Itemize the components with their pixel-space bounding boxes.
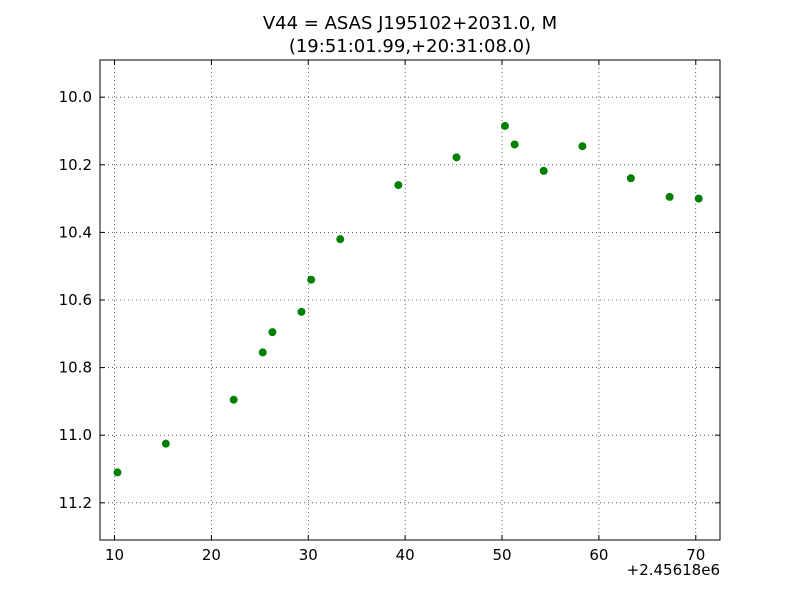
- data-point: [307, 275, 316, 284]
- x-tick-label: 30: [299, 546, 318, 564]
- chart-title-line-1: V44 = ASAS J195102+2031.0, M: [263, 13, 557, 34]
- axis-ticks: 10 20 30 40 50 60 70 10.0 10.2 10.4 10.6 10.8 11.0 11…: [59, 60, 720, 564]
- data-point: [268, 328, 277, 337]
- x-tick-label: 40: [396, 546, 415, 564]
- data-point: [452, 153, 461, 162]
- y-tick-label: 10.4: [59, 223, 92, 241]
- data-point: [394, 181, 403, 190]
- x-tick-label: 70: [686, 546, 705, 564]
- y-tick-label: 10.8: [59, 359, 92, 377]
- data-point: [258, 348, 267, 357]
- data-point: [297, 307, 306, 316]
- data-point: [336, 235, 345, 244]
- data-points: [113, 121, 703, 477]
- data-point: [161, 439, 170, 448]
- data-point: [665, 192, 674, 201]
- y-tick-label: 10.6: [59, 291, 92, 309]
- data-point: [626, 174, 635, 183]
- x-tick-label: 20: [202, 546, 221, 564]
- y-tick-label: 11.0: [59, 426, 92, 444]
- data-point: [229, 395, 238, 404]
- data-point: [510, 140, 519, 149]
- x-tick-label: 10: [105, 546, 124, 564]
- x-axis-offset-label: +2.45618e6: [627, 561, 720, 579]
- grid-lines: [100, 60, 720, 540]
- data-point: [539, 166, 548, 175]
- y-tick-label: 10.0: [59, 88, 92, 106]
- data-point: [113, 468, 122, 477]
- y-tick-label: 11.2: [59, 494, 92, 512]
- chart-title-line-2: (19:51:01.99,+20:31:08.0): [289, 36, 531, 57]
- data-point: [500, 121, 509, 130]
- x-tick-label: 60: [589, 546, 608, 564]
- x-tick-label: 50: [492, 546, 511, 564]
- data-point: [694, 194, 703, 203]
- y-tick-label: 10.2: [59, 156, 92, 174]
- data-point: [578, 142, 587, 151]
